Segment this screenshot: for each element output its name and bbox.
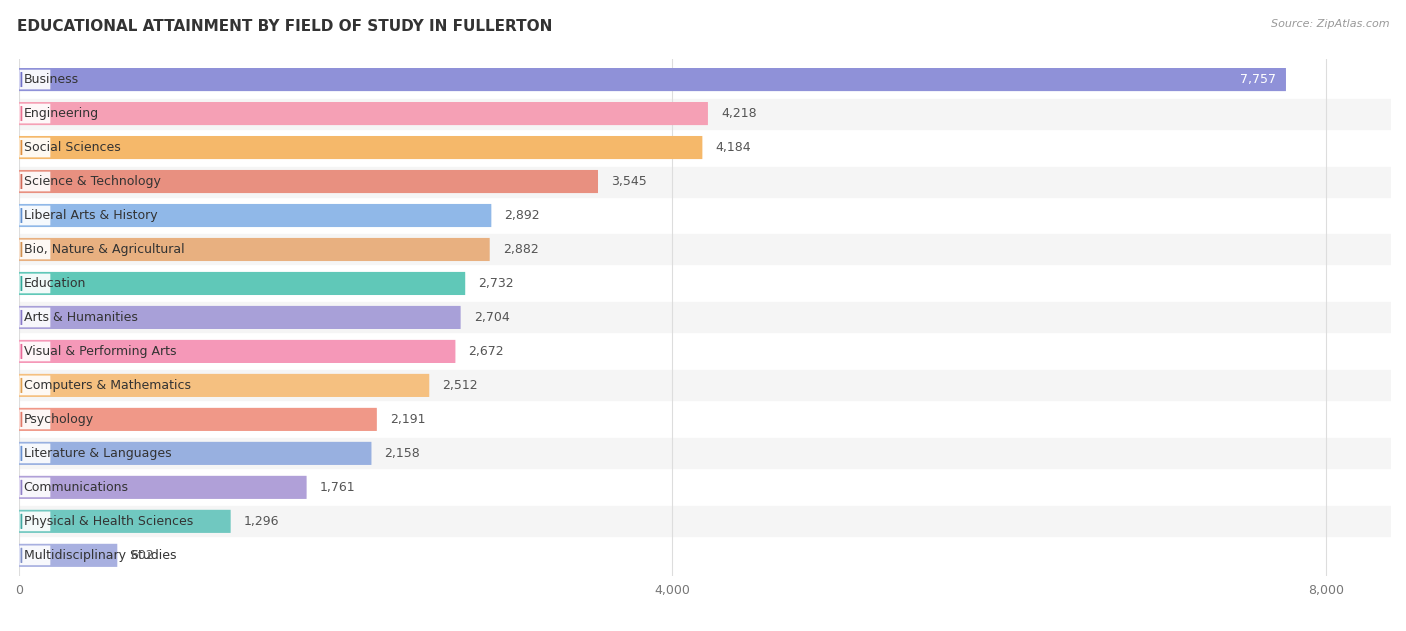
Text: Psychology: Psychology [24,413,94,426]
Text: 2,191: 2,191 [389,413,426,426]
Text: 7,757: 7,757 [1240,73,1277,86]
FancyBboxPatch shape [20,437,1391,470]
Text: Engineering: Engineering [24,107,98,120]
FancyBboxPatch shape [20,470,1391,504]
FancyBboxPatch shape [20,334,1391,369]
FancyBboxPatch shape [20,172,51,191]
FancyBboxPatch shape [20,300,1391,334]
FancyBboxPatch shape [20,476,307,499]
Text: Education: Education [24,277,86,290]
FancyBboxPatch shape [20,238,489,261]
FancyBboxPatch shape [20,68,1286,91]
FancyBboxPatch shape [20,306,461,329]
FancyBboxPatch shape [20,369,1391,403]
Text: 4,218: 4,218 [721,107,756,120]
Text: Arts & Humanities: Arts & Humanities [24,311,138,324]
FancyBboxPatch shape [20,546,51,565]
Text: 2,704: 2,704 [474,311,509,324]
Text: Social Sciences: Social Sciences [24,141,121,154]
FancyBboxPatch shape [20,340,456,363]
Text: Liberal Arts & History: Liberal Arts & History [24,209,157,222]
FancyBboxPatch shape [20,444,51,463]
FancyBboxPatch shape [20,240,51,259]
FancyBboxPatch shape [20,266,1391,300]
FancyBboxPatch shape [20,544,117,567]
FancyBboxPatch shape [20,274,51,293]
FancyBboxPatch shape [20,410,51,429]
FancyBboxPatch shape [20,102,709,125]
Text: 2,158: 2,158 [384,447,420,460]
FancyBboxPatch shape [20,70,51,90]
Text: 3,545: 3,545 [612,175,647,188]
FancyBboxPatch shape [20,206,51,225]
Text: 1,296: 1,296 [243,515,280,528]
FancyBboxPatch shape [20,204,491,227]
FancyBboxPatch shape [20,478,51,497]
Text: 4,184: 4,184 [716,141,751,154]
FancyBboxPatch shape [20,165,1391,199]
FancyBboxPatch shape [20,504,1391,538]
Text: Literature & Languages: Literature & Languages [24,447,172,460]
FancyBboxPatch shape [20,138,51,157]
Text: Physical & Health Sciences: Physical & Health Sciences [24,515,193,528]
Text: Communications: Communications [24,481,128,494]
FancyBboxPatch shape [20,341,51,362]
Text: Visual & Performing Arts: Visual & Performing Arts [24,345,176,358]
FancyBboxPatch shape [20,232,1391,266]
FancyBboxPatch shape [20,131,1391,165]
Text: 2,882: 2,882 [503,243,538,256]
Text: 2,512: 2,512 [443,379,478,392]
Text: Multidisciplinary Studies: Multidisciplinary Studies [24,549,176,562]
FancyBboxPatch shape [20,510,231,533]
FancyBboxPatch shape [20,170,598,193]
FancyBboxPatch shape [20,97,1391,131]
Text: Business: Business [24,73,79,86]
Text: Computers & Mathematics: Computers & Mathematics [24,379,191,392]
FancyBboxPatch shape [20,403,1391,437]
Text: Bio, Nature & Agricultural: Bio, Nature & Agricultural [24,243,184,256]
FancyBboxPatch shape [20,308,51,327]
FancyBboxPatch shape [20,375,51,395]
Text: Science & Technology: Science & Technology [24,175,160,188]
Text: EDUCATIONAL ATTAINMENT BY FIELD OF STUDY IN FULLERTON: EDUCATIONAL ATTAINMENT BY FIELD OF STUDY… [17,19,553,34]
FancyBboxPatch shape [20,62,1391,97]
FancyBboxPatch shape [20,272,465,295]
Text: Source: ZipAtlas.com: Source: ZipAtlas.com [1271,19,1389,29]
FancyBboxPatch shape [20,374,429,397]
FancyBboxPatch shape [20,442,371,465]
FancyBboxPatch shape [20,538,1391,572]
FancyBboxPatch shape [20,512,51,531]
FancyBboxPatch shape [20,408,377,431]
Text: 602: 602 [131,549,155,562]
FancyBboxPatch shape [20,199,1391,232]
FancyBboxPatch shape [20,136,703,159]
Text: 2,732: 2,732 [478,277,515,290]
Text: 2,892: 2,892 [505,209,540,222]
FancyBboxPatch shape [20,103,51,124]
Text: 1,761: 1,761 [319,481,356,494]
Text: 2,672: 2,672 [468,345,505,358]
